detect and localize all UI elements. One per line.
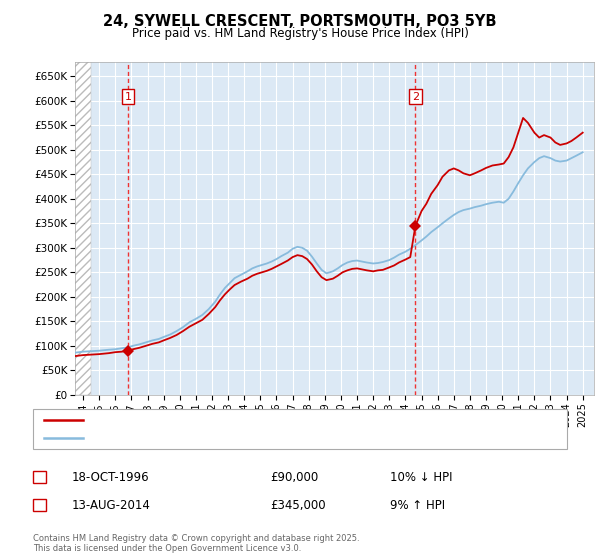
Text: 10% ↓ HPI: 10% ↓ HPI bbox=[390, 470, 452, 484]
Text: 2: 2 bbox=[36, 500, 43, 510]
Text: 9% ↑ HPI: 9% ↑ HPI bbox=[390, 498, 445, 512]
Text: Price paid vs. HM Land Registry's House Price Index (HPI): Price paid vs. HM Land Registry's House … bbox=[131, 27, 469, 40]
Text: 1: 1 bbox=[125, 92, 131, 101]
Text: 24, SYWELL CRESCENT, PORTSMOUTH, PO3 5YB (detached house): 24, SYWELL CRESCENT, PORTSMOUTH, PO3 5YB… bbox=[90, 415, 434, 425]
Text: 2: 2 bbox=[412, 92, 419, 101]
Text: 1: 1 bbox=[36, 472, 43, 482]
Text: 13-AUG-2014: 13-AUG-2014 bbox=[72, 498, 151, 512]
Text: 24, SYWELL CRESCENT, PORTSMOUTH, PO3 5YB: 24, SYWELL CRESCENT, PORTSMOUTH, PO3 5YB bbox=[103, 14, 497, 29]
Text: £345,000: £345,000 bbox=[270, 498, 326, 512]
Text: 18-OCT-1996: 18-OCT-1996 bbox=[72, 470, 149, 484]
Text: HPI: Average price, detached house, Portsmouth: HPI: Average price, detached house, Port… bbox=[90, 433, 343, 443]
Bar bbox=[75, 62, 91, 395]
Text: £90,000: £90,000 bbox=[270, 470, 318, 484]
Text: Contains HM Land Registry data © Crown copyright and database right 2025.
This d: Contains HM Land Registry data © Crown c… bbox=[33, 534, 359, 553]
